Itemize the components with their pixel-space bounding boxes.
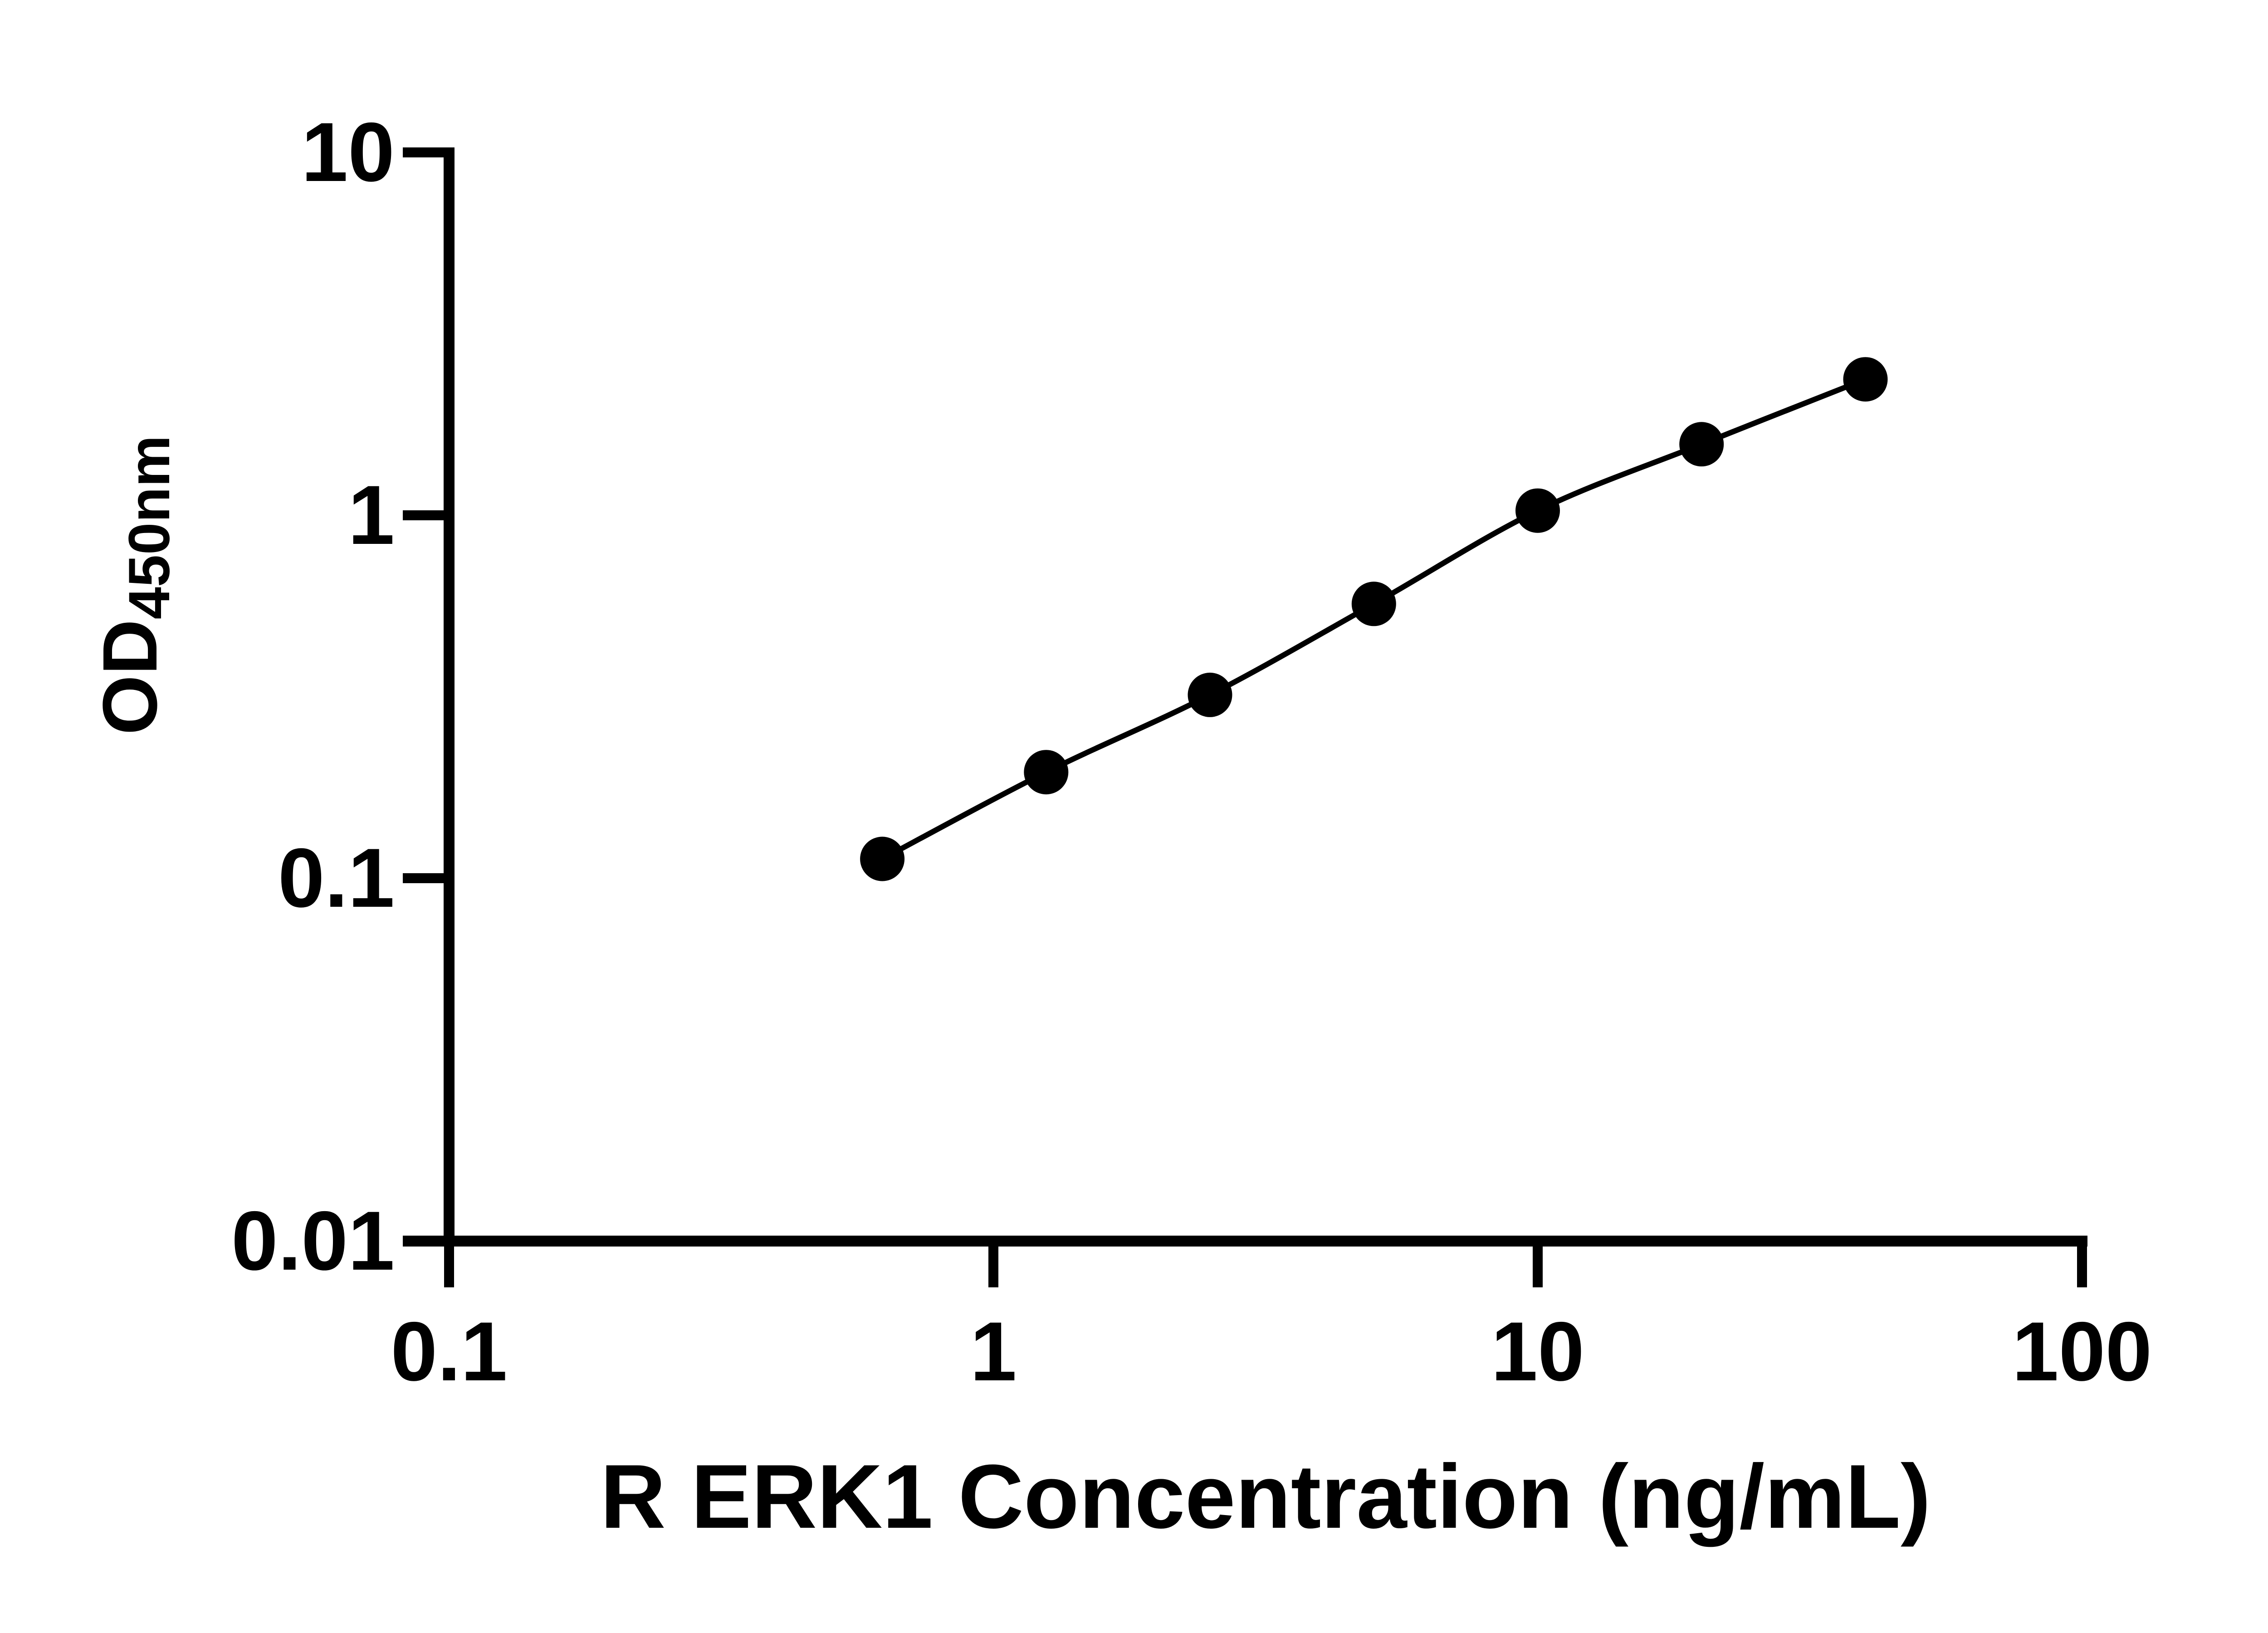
x-tick-label-1: 1 [970,1305,1017,1398]
x-tick-0.1 [444,1247,454,1287]
y-tick-0.01 [403,1236,444,1246]
y-tick-0.1 [403,873,444,883]
series-layer [860,357,1888,881]
x-axis-title: R ERK1 Concentration (ng/mL) [600,1446,1931,1547]
y-tick-label-10: 10 [301,106,395,199]
y-tick-1 [403,510,444,520]
y-tick-10 [403,147,444,157]
y-tick-label-0.1: 0.1 [278,831,395,925]
y-axis-line [444,147,455,1247]
y-axis-title-subscript: 450nm [117,435,182,620]
data-point [1188,672,1232,717]
x-tick-label-0.1: 0.1 [391,1305,508,1398]
x-tick-label-10: 10 [1491,1305,1584,1398]
y-axis-title: OD450nm [87,435,182,735]
data-point [1679,422,1724,467]
x-tick-1 [988,1247,998,1287]
data-point [1024,750,1069,795]
data-point [1515,488,1560,533]
x-tick-10 [1533,1247,1543,1287]
x-axis-line [403,1236,2087,1247]
data-point [1351,582,1396,626]
x-tick-label-100: 100 [2012,1305,2152,1398]
data-point [860,836,905,881]
y-axis-title-main: OD [87,619,173,735]
y-tick-label-1: 1 [348,469,395,562]
data-point [1843,357,1888,402]
x-tick-100 [2077,1247,2087,1287]
y-tick-label-0.01: 0.01 [231,1194,395,1288]
